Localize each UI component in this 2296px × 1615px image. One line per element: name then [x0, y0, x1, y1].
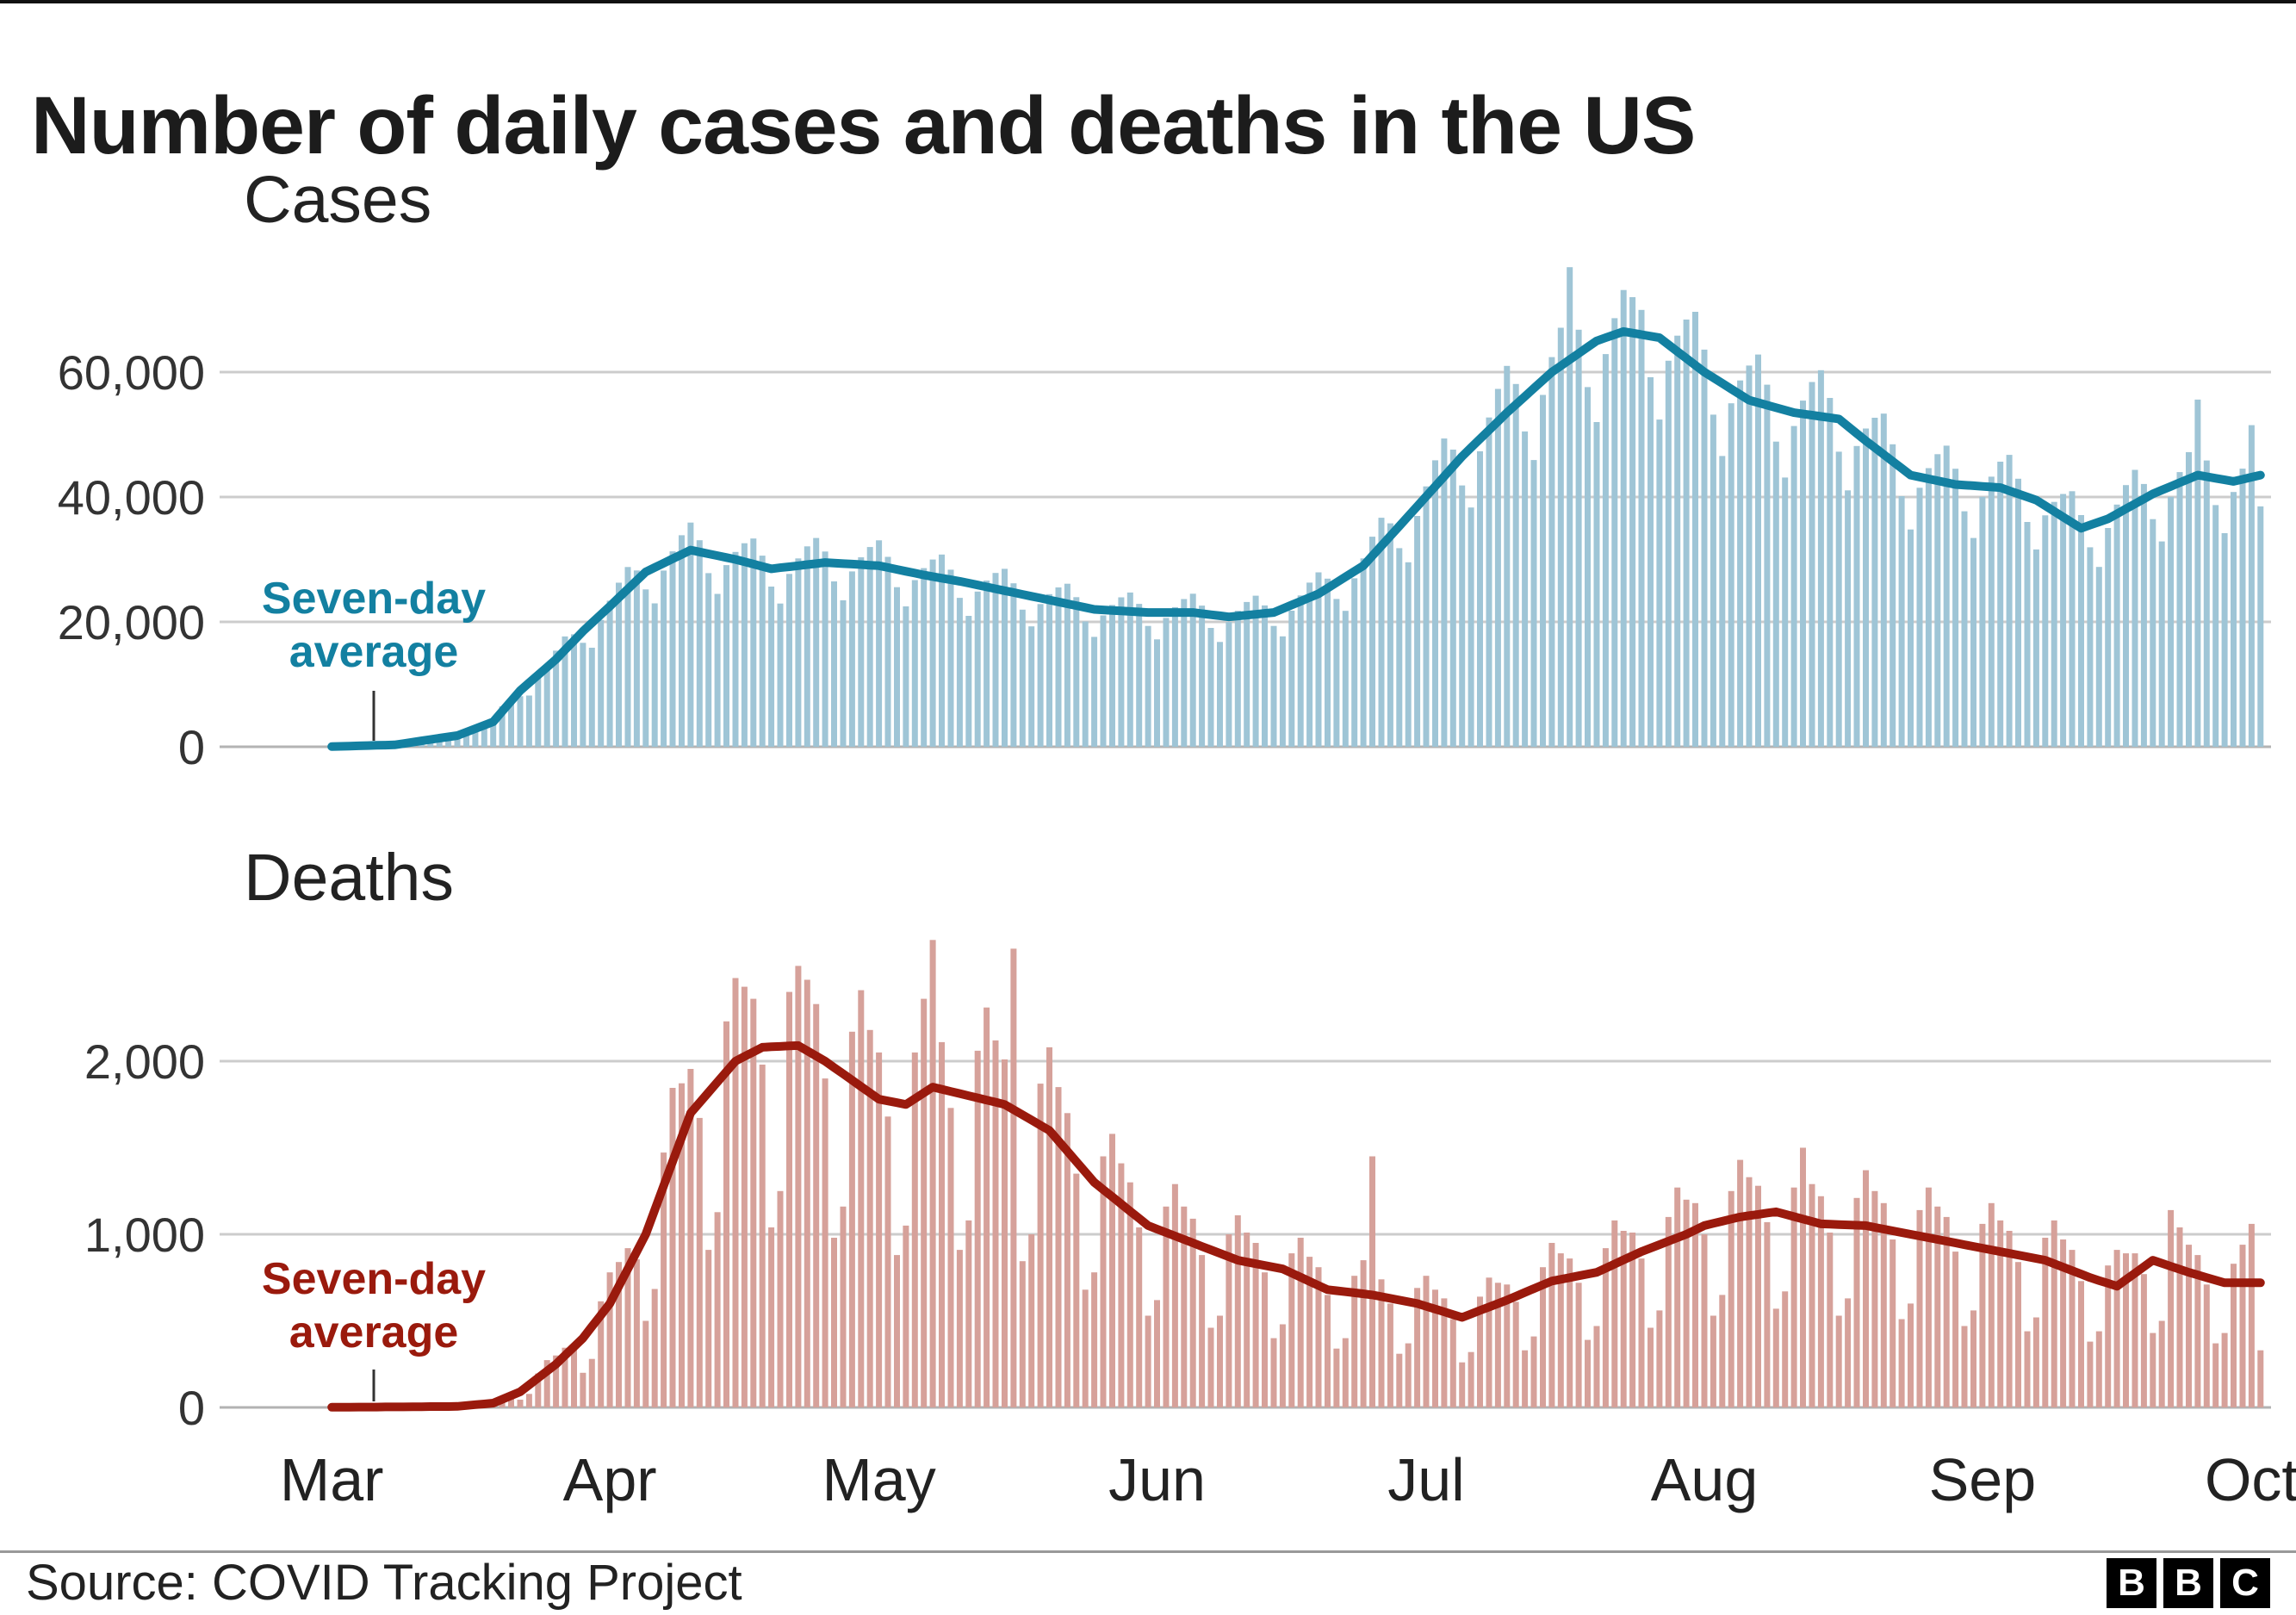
- bbc-logo: B B C: [2107, 1557, 2270, 1608]
- x-tick-label: Aug: [1651, 1446, 1759, 1513]
- daily-bars: [328, 267, 2264, 747]
- x-tick-label: May: [822, 1446, 935, 1513]
- x-tick-label: Mar: [280, 1446, 384, 1513]
- x-tick-label: Sep: [1929, 1446, 2037, 1513]
- x-tick-label: Jun: [1108, 1446, 1206, 1513]
- svg-text:Seven-day: Seven-day: [262, 574, 486, 624]
- y-axis-labels: 0 20,000 40,000 60,000: [58, 345, 205, 774]
- seven-day-average-line: [327, 1040, 2265, 1412]
- x-tick-label: Jul: [1387, 1446, 1464, 1513]
- svg-text:average: average: [289, 1308, 459, 1357]
- svg-text:average: average: [289, 627, 459, 677]
- x-tick-label: Oct: [2205, 1446, 2296, 1513]
- y-tick-label: 40,000: [58, 470, 205, 525]
- bbc-logo-letter: B: [2163, 1557, 2213, 1608]
- footer: Source: COVID Tracking Project B B C: [0, 1550, 2296, 1612]
- y-tick-label: 20,000: [58, 595, 205, 649]
- x-tick-label: Apr: [563, 1446, 657, 1513]
- seven-day-average-line: [327, 326, 2265, 751]
- daily-bars: [338, 940, 2264, 1408]
- y-tick-label: 60,000: [58, 345, 205, 400]
- page-title: Number of daily cases and deaths in the …: [31, 79, 1696, 171]
- source-text: Source: COVID Tracking Project: [26, 1555, 742, 1611]
- x-axis-month-labels: Mar Apr May Jun Jul Aug Sep Oct: [280, 1446, 2296, 1513]
- y-tick-label: 2,000: [84, 1034, 205, 1089]
- y-axis-labels: 0 1,000 2,000: [84, 1034, 205, 1435]
- top-rule: [0, 0, 2296, 3]
- y-tick-label: 0: [178, 1381, 205, 1435]
- y-tick-label: 1,000: [84, 1208, 205, 1262]
- y-tick-label: 0: [178, 720, 205, 774]
- svg-text:Seven-day: Seven-day: [262, 1254, 486, 1304]
- deaths-chart-title: Deaths: [244, 841, 454, 915]
- bbc-logo-letter: C: [2220, 1557, 2270, 1608]
- bbc-logo-letter: B: [2107, 1557, 2156, 1608]
- cases-chart-title: Cases: [244, 163, 432, 237]
